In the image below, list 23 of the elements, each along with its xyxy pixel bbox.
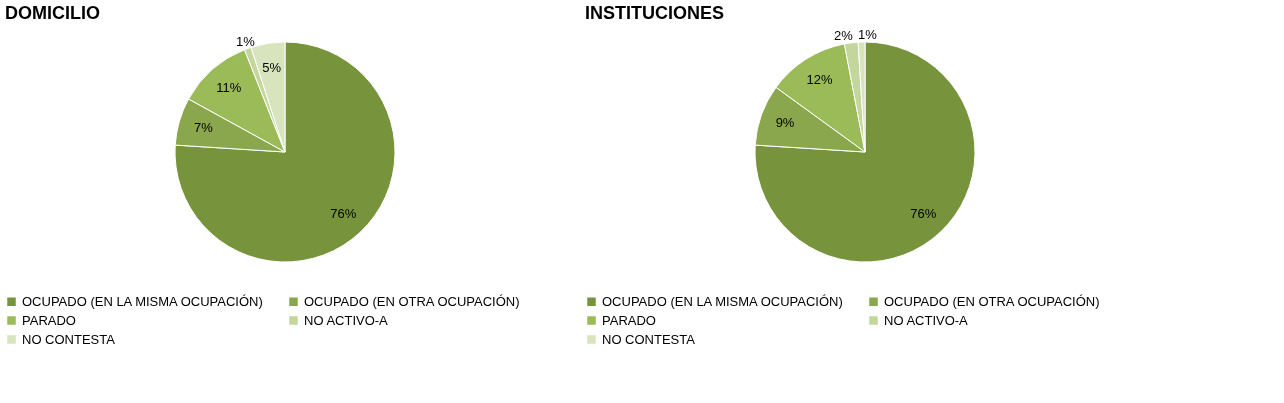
chart-title: INSTITUCIONES bbox=[585, 3, 725, 23]
data-label: 7% bbox=[193, 120, 214, 136]
legend-label: NO ACTIVO-A bbox=[304, 312, 389, 328]
legend-label: NO ACTIVO-A bbox=[884, 312, 969, 328]
legend-label: OCUPADO (EN OTRA OCUPACIÓN) bbox=[884, 293, 1100, 309]
chart-title: DOMICILIO bbox=[5, 3, 100, 23]
legend-label: OCUPADO (EN LA MISMA OCUPACIÓN) bbox=[22, 293, 263, 309]
legend-label: OCUPADO (EN LA MISMA OCUPACIÓN) bbox=[602, 293, 843, 309]
legend-label: PARADO bbox=[602, 312, 656, 328]
data-label: 76% bbox=[910, 205, 937, 221]
legend-label: PARADO bbox=[22, 312, 76, 328]
legend-label: NO CONTESTA bbox=[22, 331, 116, 347]
data-label: 2% bbox=[833, 27, 854, 43]
legend-label: NO CONTESTA bbox=[602, 331, 696, 347]
data-label: 12% bbox=[806, 72, 833, 88]
pie-slice bbox=[754, 41, 976, 263]
data-label: 1% bbox=[857, 27, 878, 43]
legend-label: OCUPADO (EN OTRA OCUPACIÓN) bbox=[304, 293, 520, 309]
data-label: 11% bbox=[216, 80, 242, 96]
data-label: 5% bbox=[262, 60, 282, 76]
data-label: 1% bbox=[235, 33, 256, 49]
data-label: 76% bbox=[330, 205, 357, 221]
data-label: 9% bbox=[775, 115, 795, 131]
